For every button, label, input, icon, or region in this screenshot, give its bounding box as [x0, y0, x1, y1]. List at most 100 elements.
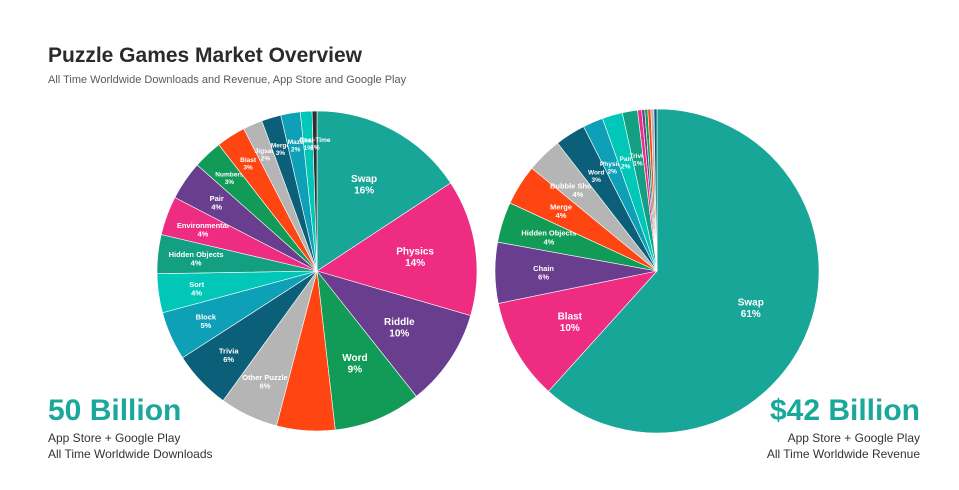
revenue-label-name-merge: Merge	[550, 203, 572, 212]
revenue-label-name-trivia: Trivia	[630, 153, 647, 160]
downloads-label-physics: Physics 14%	[396, 247, 434, 270]
revenue-label-name-word: Word	[588, 169, 605, 176]
downloads-label-pct-blast: 3%	[243, 165, 253, 172]
downloads-label-block: Block 5%	[196, 312, 217, 330]
revenue-label-pct-trivia: 1%	[633, 161, 643, 168]
downloads-label-name-chain: Chain	[299, 137, 317, 144]
downloads-label-name-word: Word	[342, 353, 367, 364]
revenue-label-pct-blast: 10%	[560, 323, 580, 334]
downloads-label-sort: Sort 4%	[189, 280, 205, 298]
downloads-label-trivia: Trivia 6%	[219, 347, 239, 365]
downloads-label-name-real-time: Real-Time	[300, 137, 331, 144]
downloads-label-pct-jigsaw: 2%	[261, 155, 271, 162]
revenue-label-name-hidden-objects: Hidden Objects	[521, 229, 576, 238]
revenue-label-pct-pair: 2%	[621, 164, 631, 171]
downloads-label-pct-other-puzzle: 6%	[260, 381, 271, 390]
revenue-label-name-pair: Pair	[620, 156, 633, 163]
downloads-stat: 50 Billion App Store + Google Play All T…	[48, 392, 213, 462]
revenue-total: $42 Billion	[769, 394, 920, 427]
downloads-label-real-time: Real-Time 1%	[300, 137, 331, 152]
downloads-label-hidden-objects: Hidden Objects 4%	[169, 250, 224, 268]
downloads-label-name-hidden-objects: Hidden Objects	[169, 250, 224, 259]
revenue-label-merge: Merge 4%	[550, 203, 572, 221]
revenue-pie-chart: Swap 61%Blast 10%Chain 6%Hidden Objects 4%Me…	[494, 108, 820, 434]
downloads-slice-swap-0	[316, 110, 452, 272]
revenue-label-name-physics: Physics	[600, 161, 625, 168]
revenue-stat-line2: All Time Worldwide Revenue	[766, 447, 920, 461]
downloads-stat-line2: All Time Worldwide Downloads	[48, 447, 213, 461]
downloads-label-chain: Chain 1%	[299, 137, 317, 152]
downloads-label-blast: Blast 3%	[240, 157, 257, 172]
downloads-label-name-environmental: Environmental	[177, 221, 229, 230]
downloads-slice-word-3	[316, 269, 417, 431]
downloads-label-name-jigsaw: Jigsaw	[255, 148, 278, 155]
downloads-slice-real-time-18	[311, 110, 318, 272]
downloads-label-maze: Maze 2%	[288, 139, 304, 154]
downloads-label-name-riddle: Riddle	[384, 317, 415, 328]
downloads-label-name-block: Block	[196, 312, 217, 321]
downloads-label-numbers: Numbers 3%	[215, 172, 244, 187]
revenue-slice-blast-1	[497, 270, 658, 392]
downloads-label-pct-numbers: 3%	[225, 179, 235, 186]
downloads-label-pct-environmental: 4%	[197, 229, 208, 238]
revenue-label-pct-bubble-shooter: 4%	[572, 190, 583, 199]
downloads-label-pair: Pair 4%	[210, 194, 224, 212]
revenue-stat-line1: App Store + Google Play	[787, 431, 920, 445]
downloads-label-pct-real-time: 1%	[310, 145, 320, 152]
downloads-label-pct-trivia: 6%	[223, 355, 234, 364]
downloads-label-word: Word 9%	[342, 353, 367, 376]
downloads-label-name-sort: Sort	[189, 280, 205, 289]
revenue-label-swap: Swap 61%	[738, 298, 764, 321]
downloads-label-pct-swap: 16%	[354, 186, 374, 197]
revenue-label-bubble-shooter: Bubble Shooter 4%	[550, 182, 606, 200]
downloads-label-name-maze: Maze	[288, 139, 304, 146]
revenue-label-name-bubble-shooter: Bubble Shooter	[550, 182, 606, 191]
downloads-label-pct-riddle: 10%	[389, 328, 409, 339]
revenue-label-trivia: Trivia 1%	[630, 153, 647, 168]
revenue-label-pct-swap: 61%	[741, 309, 761, 320]
downloads-label-name-pair: Pair	[210, 194, 224, 203]
downloads-label-other-puzzle: Other Puzzle 6%	[242, 373, 287, 391]
downloads-label-name-trivia: Trivia	[219, 347, 239, 356]
page-title: Puzzle Games Market Overview	[48, 44, 362, 67]
revenue-slice-unlabeled-15	[653, 108, 658, 272]
revenue-label-chain: Chain 6%	[533, 264, 554, 282]
downloads-total: 50 Billion	[48, 394, 182, 427]
downloads-label-pct-maze: 2%	[291, 146, 301, 153]
downloads-label-name-swap: Swap	[351, 174, 377, 185]
revenue-label-hidden-objects: Hidden Objects 4%	[521, 229, 576, 247]
downloads-pie-chart: Swap 16% Physics 14% Riddle 10% Word 9% Other Pu…	[156, 110, 478, 432]
downloads-label-environmental: Environmental 4%	[177, 221, 229, 239]
downloads-slice-riddle-2	[316, 270, 472, 397]
revenue-label-pct-physics: 2%	[607, 168, 617, 175]
downloads-label-merge: Merge 3%	[271, 142, 291, 157]
downloads-label-swap: Swap 16%	[351, 174, 377, 197]
downloads-stat-line1: App Store + Google Play	[48, 431, 181, 445]
revenue-label-name-swap: Swap	[738, 298, 764, 309]
downloads-label-pct-block: 5%	[200, 321, 211, 330]
revenue-label-name-blast: Blast	[558, 311, 583, 322]
downloads-label-pct-pair: 4%	[211, 203, 222, 212]
downloads-label-pct-word: 9%	[348, 365, 363, 376]
revenue-label-pair: Pair 2%	[620, 156, 633, 171]
revenue-label-pct-hidden-objects: 4%	[543, 237, 554, 246]
revenue-stat: $42 Billion App Store + Google Play All …	[767, 392, 920, 462]
downloads-label-jigsaw: Jigsaw 2%	[255, 148, 278, 163]
revenue-label-pct-word: 3%	[591, 177, 601, 184]
revenue-label-name-chain: Chain	[533, 264, 554, 273]
downloads-label-pct-chain: 1%	[304, 145, 314, 152]
revenue-label-pct-chain: 6%	[538, 273, 549, 282]
downloads-label-pct-physics: 14%	[405, 258, 425, 269]
page-subtitle: All Time Worldwide Downloads and Revenue…	[48, 74, 407, 86]
downloads-label-pct-hidden-objects: 4%	[191, 259, 202, 268]
downloads-label-name-numbers: Numbers	[215, 172, 244, 179]
revenue-label-blast: Blast 10%	[558, 311, 583, 334]
revenue-slice-swap-0	[548, 108, 820, 434]
downloads-label-pct-sort: 4%	[191, 289, 202, 298]
downloads-label-pct-merge: 3%	[276, 150, 286, 157]
revenue-label-physics: Physics 2%	[600, 161, 625, 176]
downloads-label-name-other-puzzle: Other Puzzle	[242, 373, 287, 382]
downloads-label-riddle: Riddle 10%	[384, 317, 415, 340]
downloads-label-name-physics: Physics	[396, 247, 434, 258]
